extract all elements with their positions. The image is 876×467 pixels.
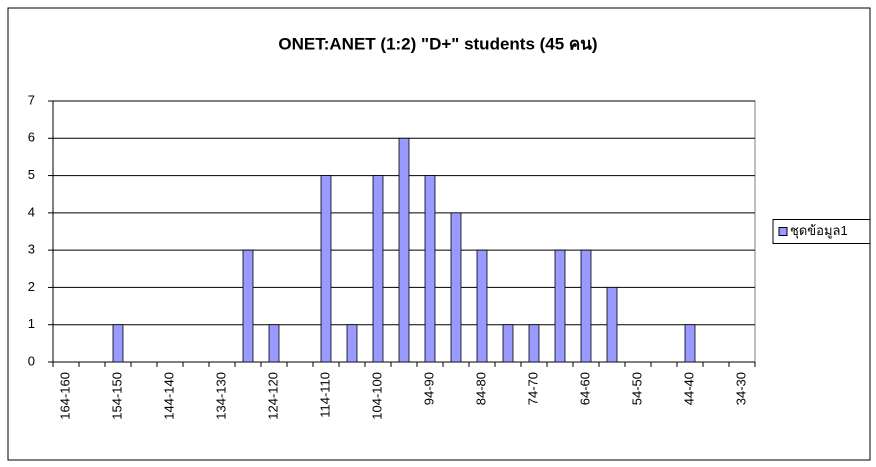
y-tick-label: 0 <box>28 353 35 368</box>
legend-label: ชุดข้อมูล1 <box>790 223 848 239</box>
x-tick-label: 34-30 <box>733 372 748 405</box>
bar <box>346 324 358 363</box>
bar <box>112 324 124 363</box>
x-tick-label: 144-140 <box>161 372 176 420</box>
y-tick-label: 2 <box>28 279 35 294</box>
y-tick-label: 5 <box>28 167 35 182</box>
bar <box>450 212 462 363</box>
bar <box>502 324 514 363</box>
x-tick-label: 84-80 <box>473 372 488 405</box>
bar <box>554 249 566 363</box>
legend-box <box>772 219 871 244</box>
x-tick-label: 64-60 <box>577 372 592 405</box>
x-tick-label: 134-130 <box>213 372 228 420</box>
bar <box>372 175 384 363</box>
x-tick-label: 164-160 <box>57 372 72 420</box>
bar <box>424 175 436 363</box>
x-tick-label: 54-50 <box>629 372 644 405</box>
y-tick-label: 1 <box>28 316 35 331</box>
legend-swatch <box>778 227 788 236</box>
y-tick-label: 6 <box>28 130 35 145</box>
x-tick-label: 74-70 <box>525 372 540 405</box>
bar <box>268 324 280 363</box>
y-tick-label: 4 <box>28 204 35 219</box>
x-tick-label: 124-120 <box>265 372 280 420</box>
x-tick-label: 104-100 <box>369 372 384 420</box>
bar <box>320 175 332 363</box>
bar <box>684 324 696 363</box>
chart-title: ONET:ANET (1:2) "D+" students (45 คน) <box>278 34 597 53</box>
x-tick-label: 114-110 <box>317 372 332 418</box>
x-tick-label: 44-40 <box>681 372 696 405</box>
x-tick-label: 94-90 <box>421 372 436 405</box>
y-tick-label: 3 <box>28 242 35 257</box>
bar <box>242 249 254 363</box>
y-tick-label: 7 <box>28 92 35 107</box>
bar <box>580 249 592 363</box>
bar <box>606 287 618 363</box>
bar <box>476 249 488 363</box>
bar <box>398 137 410 363</box>
x-tick-label: 154-150 <box>109 372 124 420</box>
bar <box>528 324 540 363</box>
